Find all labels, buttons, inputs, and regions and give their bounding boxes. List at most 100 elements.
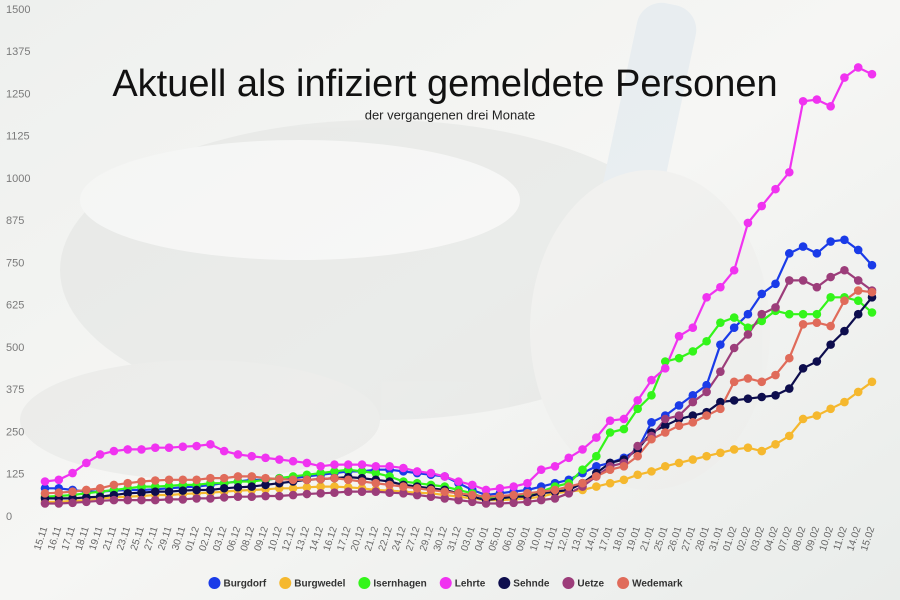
data-point: [68, 487, 77, 496]
data-point: [785, 353, 794, 363]
data-point: [68, 468, 77, 478]
data-point: [316, 474, 325, 484]
data-point: [592, 451, 601, 461]
data-point: [743, 323, 753, 333]
data-point: [440, 472, 450, 481]
data-point: [578, 478, 587, 488]
data-point: [633, 404, 642, 414]
data-point: [371, 462, 381, 471]
data-point: [261, 473, 270, 483]
data-point: [716, 404, 725, 414]
data-point: [785, 384, 794, 393]
data-point: [481, 485, 491, 495]
data-point: [729, 323, 739, 333]
data-point: [550, 494, 560, 503]
data-point: [54, 499, 64, 508]
data-point: [509, 490, 518, 500]
data-point: [109, 446, 119, 456]
data-point: [82, 485, 91, 495]
data-point: [316, 482, 325, 491]
data-point: [54, 488, 64, 497]
data-point: [840, 235, 849, 245]
data-point: [206, 494, 215, 503]
data-point: [68, 498, 77, 508]
legend-label: Burgdorf: [223, 579, 266, 590]
y-tick-label: 875: [6, 215, 24, 227]
data-point: [743, 394, 753, 404]
data-point: [330, 482, 339, 491]
data-point: [826, 237, 835, 246]
data-point: [743, 374, 753, 383]
data-point: [729, 313, 739, 322]
data-point: [605, 428, 615, 437]
data-point: [357, 467, 367, 476]
legend-item: Sehnde: [498, 577, 550, 590]
data-point: [853, 63, 863, 72]
y-tick-label: 125: [6, 469, 24, 481]
legend-marker: [439, 577, 452, 589]
legend-item: Lehrte: [439, 577, 486, 590]
data-point: [771, 303, 780, 312]
data-point: [716, 367, 725, 376]
data-point: [440, 494, 450, 503]
data-point: [867, 69, 877, 79]
legend-marker: [358, 577, 371, 589]
data-point: [523, 497, 532, 507]
data-point: [509, 498, 518, 508]
data-point: [109, 480, 119, 490]
data-point: [371, 487, 381, 496]
y-tick-label: 1500: [6, 4, 30, 16]
legend-label: Isernhagen: [373, 579, 426, 590]
data-point: [95, 496, 105, 506]
y-tick-label: 1250: [6, 88, 30, 100]
data-point: [757, 392, 767, 402]
data-point: [853, 309, 863, 319]
data-point: [178, 442, 188, 451]
data-point: [633, 451, 642, 461]
data-point: [771, 440, 780, 449]
data-point: [853, 245, 863, 255]
data-point: [233, 472, 243, 481]
data-point: [564, 482, 574, 491]
data-point: [688, 411, 698, 420]
data-point: [343, 460, 353, 469]
data-point: [674, 411, 684, 420]
data-point: [729, 265, 739, 275]
data-point: [454, 495, 463, 505]
data-point: [54, 475, 64, 485]
data-point: [219, 473, 229, 483]
data-point: [509, 482, 518, 491]
data-point: [192, 485, 201, 495]
data-point: [150, 487, 160, 496]
data-point: [798, 320, 808, 329]
data-point: [440, 487, 450, 496]
data-point: [523, 489, 532, 498]
data-point: [178, 475, 188, 485]
legend-label: Lehrte: [455, 579, 486, 590]
data-point: [867, 260, 877, 270]
data-point: [288, 483, 298, 493]
data-point: [674, 458, 684, 468]
data-point: [729, 343, 739, 353]
data-point: [316, 489, 325, 498]
data-point: [702, 336, 711, 346]
chart-title: Aktuell als infiziert gemeldete Personen: [112, 63, 777, 105]
data-point: [619, 462, 629, 471]
chart-subtitle: der vergangenen drei Monate: [365, 107, 536, 122]
data-point: [674, 421, 684, 431]
data-point: [688, 391, 698, 400]
data-point: [164, 487, 174, 496]
data-point: [95, 483, 105, 493]
data-point: [467, 497, 477, 507]
data-point: [647, 391, 656, 400]
legend-label: Sehnde: [513, 579, 550, 590]
data-point: [330, 488, 339, 497]
data-point: [853, 296, 863, 305]
data-point: [137, 495, 146, 505]
y-tick-label: 750: [6, 257, 24, 269]
legend-item: Burgdorf: [208, 577, 267, 590]
legend-item: Wedemark: [617, 577, 683, 590]
data-point: [812, 318, 822, 327]
data-point: [605, 478, 615, 488]
data-point: [729, 445, 739, 454]
